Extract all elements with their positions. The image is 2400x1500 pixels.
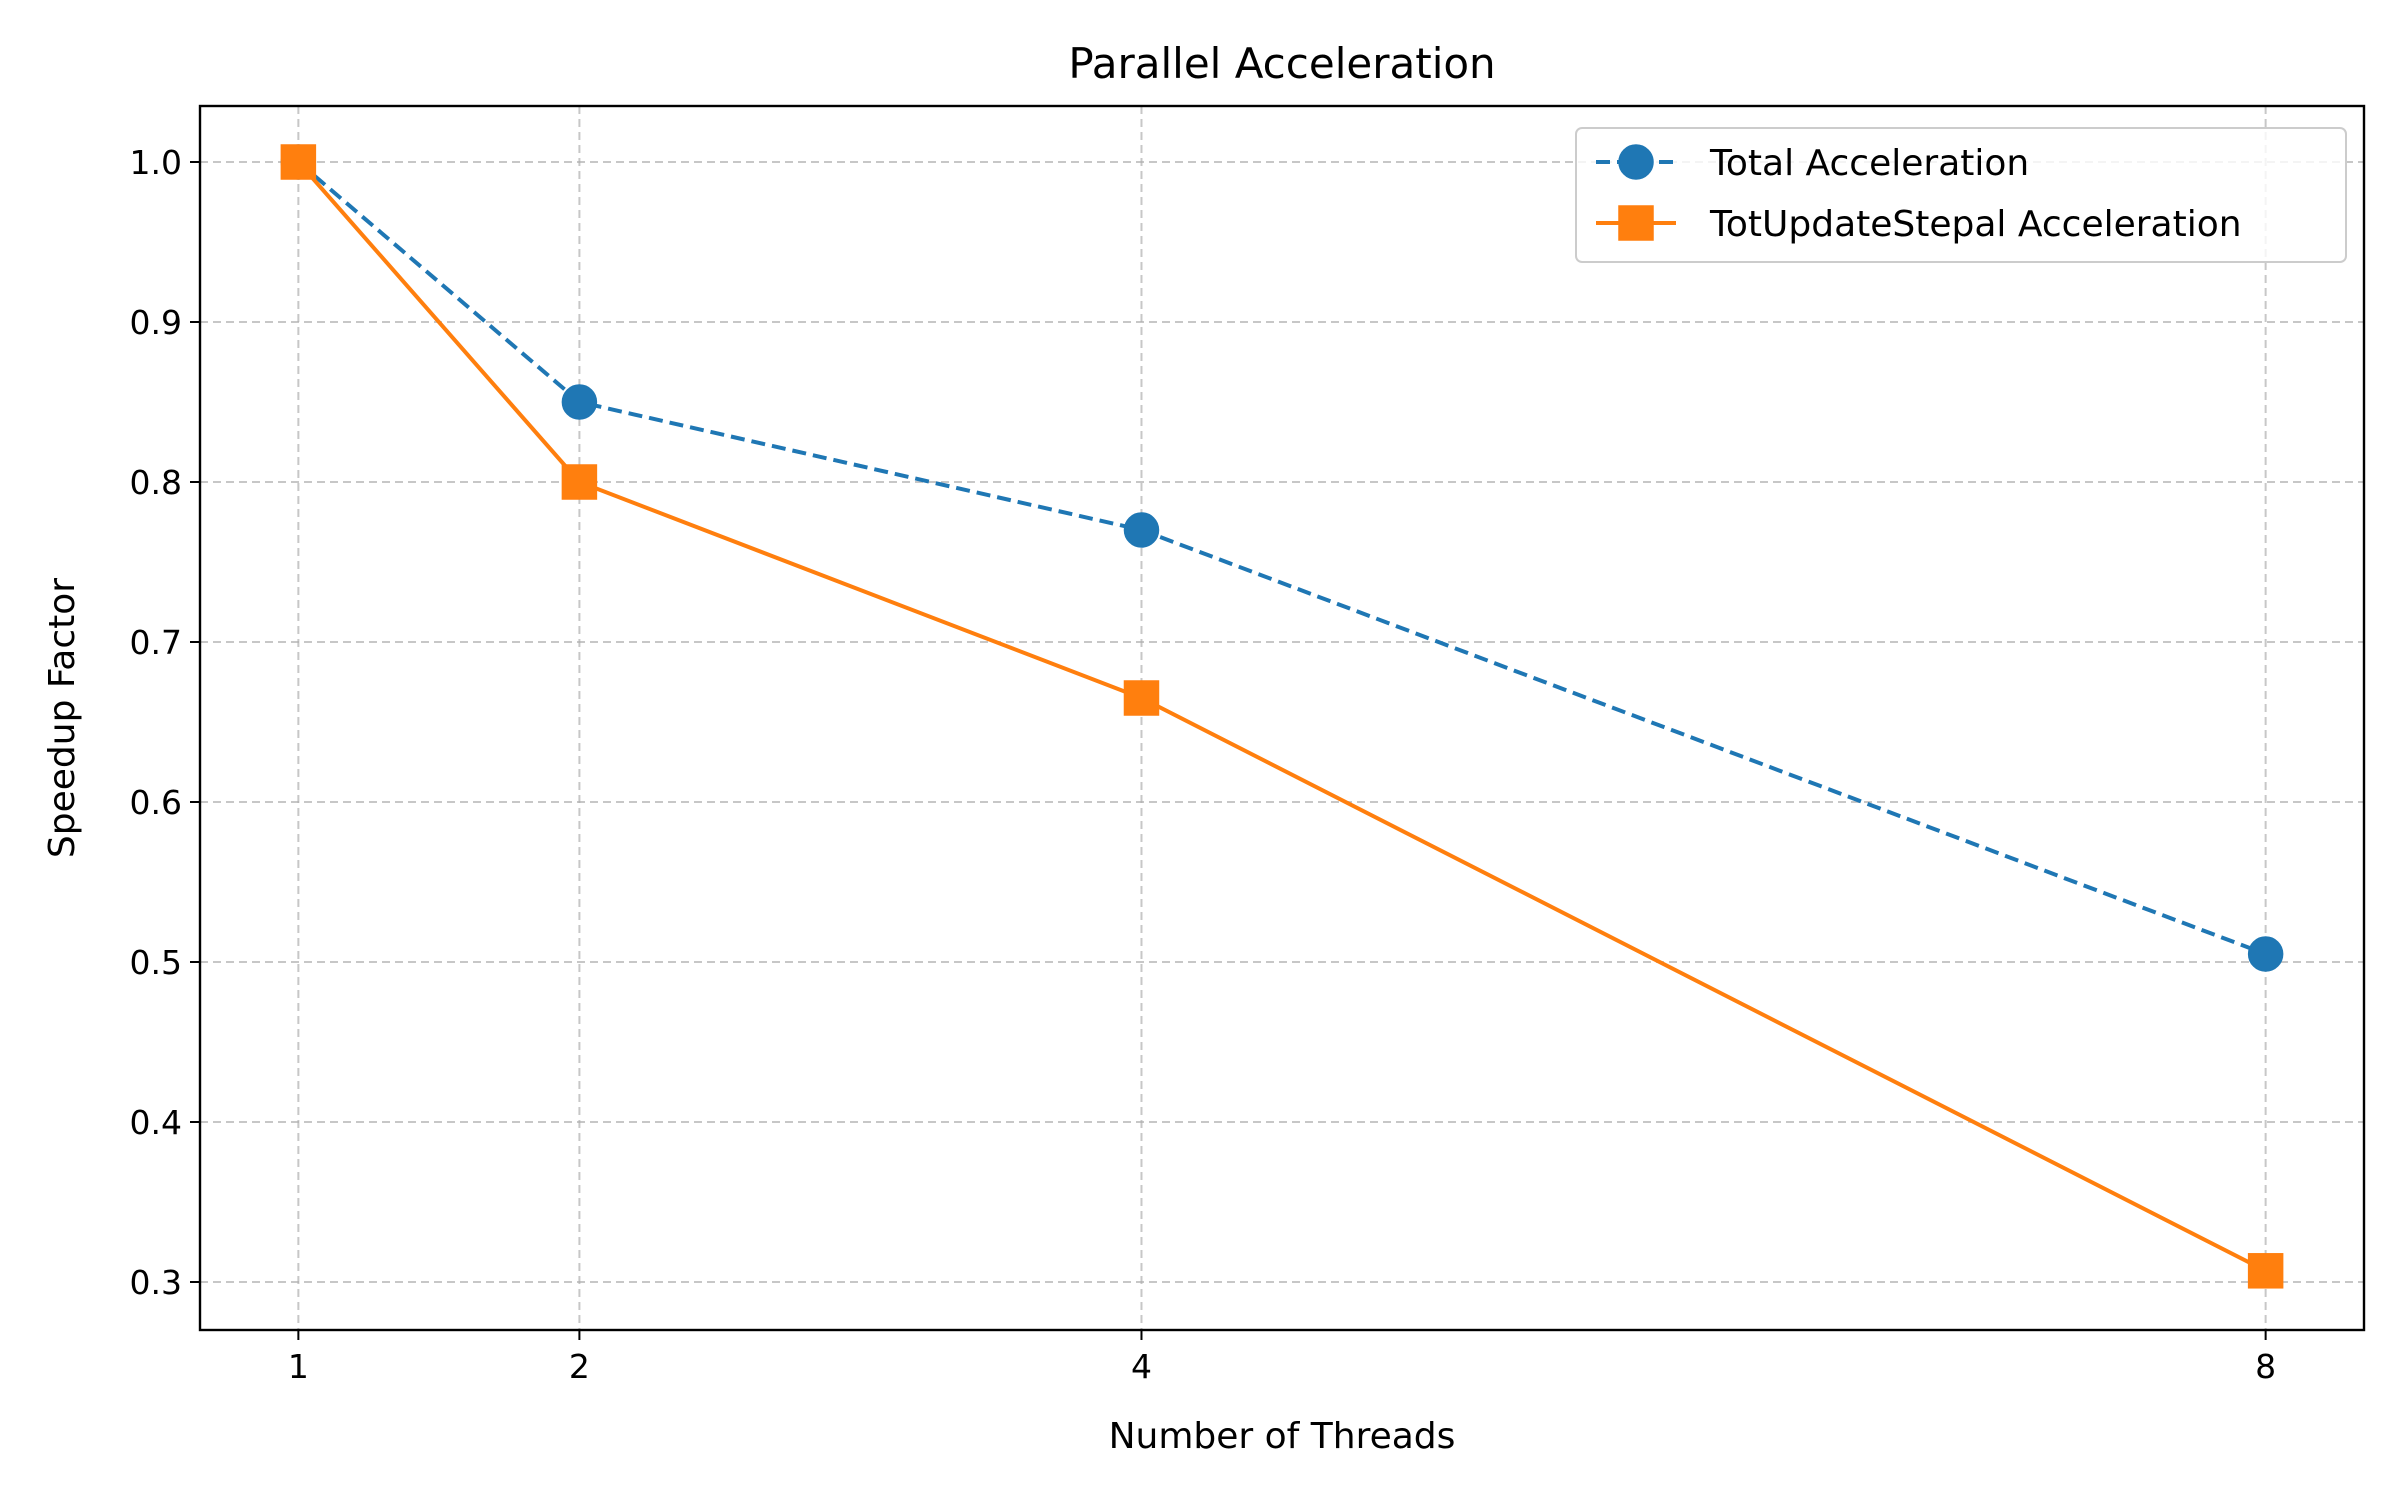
- data-point: [561, 384, 598, 420]
- x-axis-title: Number of Threads: [1109, 1416, 1456, 1457]
- y-tick-label: 0.7: [130, 623, 182, 662]
- legend-marker: [1618, 144, 1654, 180]
- y-axis-title: Speedup Factor: [42, 578, 83, 858]
- plot-frame: [198, 104, 2366, 1332]
- legend-label: TotUpdateStepal Acceleration: [1709, 204, 2242, 245]
- y-tick-label: 0.8: [130, 463, 182, 502]
- x-tick-label: 4: [1131, 1347, 1152, 1386]
- x-axis-ticks: 1 2 4 8: [288, 1330, 2276, 1386]
- y-tick-label: 1.0: [130, 143, 182, 182]
- legend: Total Acceleration TotUpdateStepal Accele…: [1575, 127, 2347, 263]
- data-point: [2247, 1253, 2284, 1289]
- series-group: [280, 144, 2284, 1289]
- x-tick-label: 8: [2255, 1347, 2276, 1386]
- data-point: [280, 144, 317, 180]
- data-point: [561, 464, 598, 500]
- legend-items: Total Acceleration TotUpdateStepal Accele…: [1596, 143, 2242, 245]
- legend-box: [1575, 127, 2347, 263]
- x-tick-label: 2: [569, 1347, 590, 1386]
- x-tick-label: 1: [288, 1347, 309, 1386]
- series-line: [297, 160, 2267, 956]
- legend-label: Total Acceleration: [1709, 143, 2029, 184]
- legend-marker: [1618, 205, 1654, 241]
- y-tick-label: 0.6: [130, 783, 182, 822]
- series-2: [280, 144, 2284, 1289]
- legend-item: TotUpdateStepal Acceleration: [1596, 204, 2242, 245]
- series-line: [296, 160, 2267, 1273]
- y-tick-label: 0.3: [130, 1263, 182, 1302]
- y-tick-label: 0.9: [130, 303, 182, 342]
- grid-lines: [200, 106, 2364, 1330]
- chart-title: Parallel Acceleration: [1068, 39, 1495, 88]
- y-tick-label: 0.4: [130, 1103, 182, 1142]
- data-point: [1123, 680, 1160, 716]
- legend-item: Total Acceleration: [1596, 143, 2029, 184]
- y-axis-ticks: 0.3 0.4 0.5 0.6 0.7 0.8 0.9 1.0: [130, 143, 200, 1302]
- data-point: [1123, 512, 1160, 548]
- data-point: [2247, 936, 2284, 972]
- y-tick-label: 0.5: [130, 943, 182, 982]
